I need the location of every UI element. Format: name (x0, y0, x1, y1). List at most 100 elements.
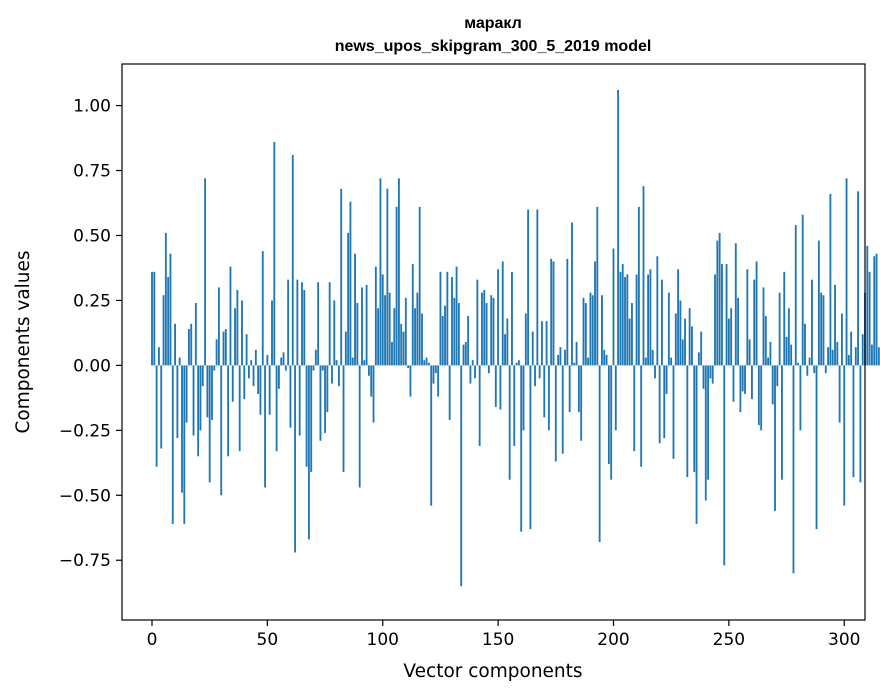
bar (875, 253, 878, 366)
bar (319, 365, 322, 441)
bar (259, 365, 262, 415)
y-tick-label: −0.25 (59, 421, 111, 441)
bar (194, 303, 197, 366)
x-tick-label: 100 (367, 630, 399, 650)
bar (349, 201, 352, 366)
bar (432, 365, 435, 384)
bar (250, 360, 253, 366)
bar (644, 357, 647, 366)
bar (158, 347, 160, 366)
bar (358, 365, 361, 488)
bar (861, 334, 864, 366)
bar (757, 365, 760, 426)
bar (677, 269, 680, 366)
bar (584, 303, 587, 366)
bar (151, 271, 153, 366)
bar (379, 178, 382, 366)
bar (174, 323, 176, 366)
bar (541, 321, 543, 366)
bar (845, 178, 848, 366)
bar (714, 274, 716, 366)
bar (524, 313, 527, 366)
bar (430, 365, 433, 506)
bar (317, 282, 320, 366)
x-tick-label: 50 (257, 630, 279, 650)
bar (834, 284, 836, 366)
bar (284, 365, 287, 371)
bar (275, 365, 278, 452)
bar (266, 354, 269, 366)
bar (291, 154, 294, 366)
x-tick-label: 0 (147, 630, 158, 650)
bar (850, 331, 853, 366)
bar (393, 308, 396, 366)
bar (220, 365, 223, 496)
bar (806, 365, 809, 376)
x-tick-label: 200 (597, 630, 629, 650)
bar (268, 365, 271, 415)
bar (273, 141, 276, 366)
bars-group (151, 89, 880, 587)
bar (739, 365, 742, 413)
bar (277, 365, 280, 389)
bar (741, 365, 744, 392)
bar (612, 248, 615, 366)
bar (494, 365, 497, 407)
y-tick-label: 1.00 (73, 97, 111, 117)
bar (294, 365, 296, 553)
bar (702, 365, 705, 389)
bar (697, 352, 700, 366)
bar (769, 342, 772, 366)
bar (160, 365, 163, 449)
bar (229, 266, 232, 366)
bar (476, 279, 479, 366)
bar (478, 365, 481, 446)
x-tick-label: 300 (828, 630, 860, 650)
bar (753, 279, 756, 366)
bar (508, 365, 511, 480)
bar (808, 357, 811, 366)
bar (271, 300, 273, 366)
x-axis-label: Vector components (403, 661, 582, 682)
bar (640, 365, 643, 467)
bar (305, 365, 308, 467)
bar (287, 279, 290, 366)
bar (767, 357, 770, 366)
bar (213, 365, 216, 371)
bar (725, 264, 728, 366)
bar (815, 365, 818, 530)
bar (384, 295, 386, 366)
bar (181, 365, 183, 493)
bar (444, 305, 446, 366)
bar (485, 303, 488, 366)
bar (536, 209, 539, 366)
bar (167, 277, 170, 366)
bar (206, 365, 209, 418)
bar (547, 365, 550, 431)
bar (490, 295, 493, 366)
bar (764, 316, 767, 366)
bar (626, 274, 629, 366)
bar (298, 365, 301, 436)
bar (732, 365, 735, 402)
bar (517, 360, 520, 366)
bar (331, 365, 333, 384)
bar (451, 277, 453, 366)
bar (811, 279, 813, 366)
bar (587, 357, 590, 366)
bar (178, 357, 181, 366)
bar (363, 360, 366, 366)
bar (686, 365, 689, 478)
bar (760, 365, 763, 431)
bar (407, 365, 410, 368)
bar (183, 365, 186, 524)
bar (504, 334, 506, 366)
bar (386, 188, 389, 366)
bar (801, 214, 804, 366)
bar (254, 349, 257, 366)
bar (799, 365, 802, 431)
bar (404, 297, 407, 366)
bar (506, 318, 509, 366)
bar (467, 316, 470, 366)
bar (215, 339, 218, 366)
